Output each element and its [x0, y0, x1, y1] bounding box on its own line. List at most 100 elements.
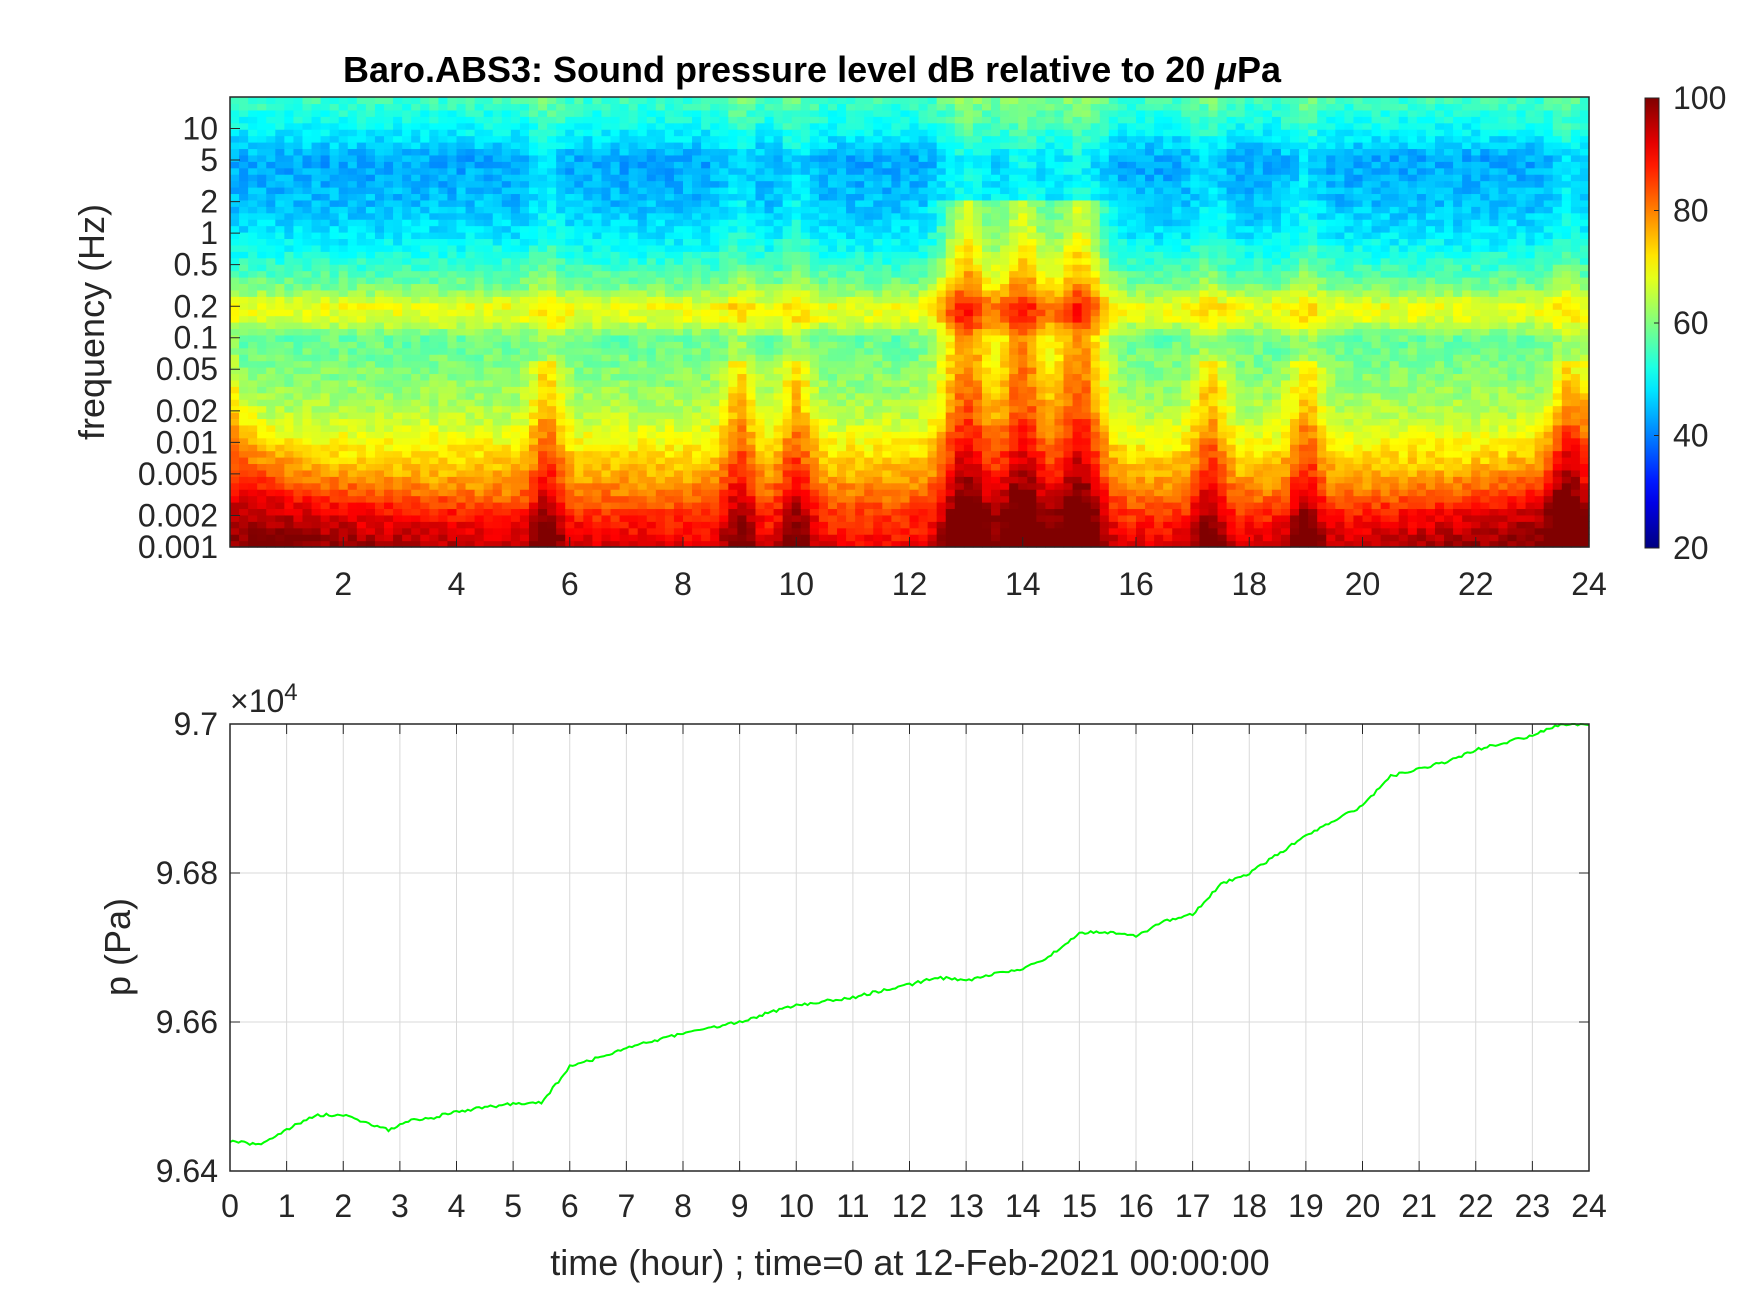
- heatmap-cell: [510, 463, 521, 471]
- heatmap-cell: [528, 508, 539, 516]
- heatmap-cell: [284, 508, 295, 516]
- heatmap-cell: [438, 187, 449, 195]
- heatmap-cell: [827, 283, 838, 291]
- heatmap-cell: [556, 521, 566, 529]
- heatmap-cell: [809, 322, 820, 330]
- heatmap-cell: [547, 122, 557, 130]
- heatmap-cell: [655, 334, 666, 342]
- heatmap-cell: [873, 405, 883, 413]
- heatmap-cell: [492, 386, 503, 394]
- heatmap-cell: [420, 412, 430, 420]
- heatmap-cell: [429, 244, 439, 252]
- heatmap-cell: [429, 174, 439, 182]
- heatmap-cell: [275, 109, 285, 117]
- heatmap-cell: [574, 148, 584, 156]
- heatmap-cell: [248, 187, 258, 195]
- heatmap-cell: [230, 232, 240, 240]
- heatmap-cell: [248, 476, 258, 484]
- heatmap-cell: [692, 495, 702, 503]
- heatmap-cell: [556, 328, 566, 336]
- heatmap-cell: [230, 379, 240, 387]
- heatmap-cell: [528, 392, 539, 400]
- heatmap-cell: [248, 392, 258, 400]
- heatmap-cell: [710, 122, 720, 130]
- heatmap-cell: [583, 502, 593, 510]
- heatmap-cell: [429, 354, 439, 362]
- heatmap-cell: [583, 457, 593, 465]
- heatmap-cell: [701, 424, 711, 432]
- heatmap-cell: [483, 399, 494, 407]
- heatmap-cell: [311, 373, 322, 381]
- heatmap-cell: [275, 405, 285, 413]
- heatmap-cell: [293, 521, 304, 529]
- heatmap-cell: [664, 354, 675, 362]
- heatmap-cell: [329, 289, 340, 297]
- heatmap-cell: [483, 103, 494, 111]
- heatmap-cell: [719, 289, 729, 297]
- heatmap-cell: [438, 334, 449, 342]
- heatmap-cell: [737, 489, 748, 497]
- heatmap-cell: [692, 347, 702, 355]
- heatmap-cell: [411, 328, 421, 336]
- heatmap-cell: [782, 109, 793, 117]
- heatmap-cell: [501, 347, 512, 355]
- heatmap-cell: [710, 116, 720, 124]
- heatmap-cell: [646, 495, 657, 503]
- heatmap-cell: [619, 405, 630, 413]
- heatmap-cell: [465, 212, 476, 220]
- heatmap-cell: [773, 142, 784, 150]
- heatmap-cell: [773, 450, 784, 458]
- heatmap-cell: [755, 431, 766, 439]
- heatmap-cell: [592, 527, 603, 535]
- heatmap-cell: [773, 328, 784, 336]
- heatmap-cell: [329, 521, 340, 529]
- heatmap-cell: [429, 109, 439, 117]
- heatmap-cell: [393, 508, 403, 516]
- heatmap-cell: [239, 521, 249, 529]
- heatmap-cell: [411, 334, 421, 342]
- heatmap-cell: [574, 444, 584, 452]
- heatmap-cell: [619, 315, 630, 323]
- heatmap-cell: [855, 257, 865, 265]
- heatmap-cell: [655, 206, 666, 214]
- heatmap-cell: [655, 270, 666, 278]
- heatmap-cell: [637, 495, 648, 503]
- heatmap-cell: [266, 489, 276, 497]
- heatmap-cell: [293, 174, 304, 182]
- heatmap-cell: [565, 424, 575, 432]
- heatmap-cell: [266, 161, 276, 169]
- heatmap-cell: [320, 277, 331, 285]
- heatmap-cell: [800, 154, 811, 162]
- heatmap-cell: [329, 109, 340, 117]
- heatmap-cell: [365, 296, 376, 304]
- heatmap-cell: [565, 502, 575, 510]
- heatmap-cell: [257, 296, 267, 304]
- heatmap-cell: [456, 187, 467, 195]
- heatmap-cell: [800, 399, 811, 407]
- heatmap-cell: [356, 302, 367, 310]
- heatmap-cell: [565, 527, 575, 535]
- heatmap-cell: [438, 463, 449, 471]
- heatmap-cell: [248, 354, 258, 362]
- heatmap-cell: [501, 444, 512, 452]
- heatmap-cell: [474, 463, 485, 471]
- heatmap-cell: [528, 289, 539, 297]
- heatmap-cell: [673, 309, 684, 317]
- heatmap-cell: [420, 424, 430, 432]
- heatmap-cell: [755, 264, 766, 272]
- heatmap-cell: [429, 463, 439, 471]
- heatmap-cell: [728, 199, 738, 207]
- heatmap-cell: [447, 463, 458, 471]
- heatmap-cell: [284, 257, 295, 265]
- heatmap-cell: [583, 116, 593, 124]
- heatmap-cell: [492, 289, 503, 297]
- heatmap-cell: [519, 476, 530, 484]
- heatmap-cell: [764, 386, 775, 394]
- heatmap-cell: [284, 180, 295, 188]
- heatmap-cell: [266, 386, 276, 394]
- heatmap-cell: [374, 399, 385, 407]
- heatmap-cell: [755, 482, 766, 490]
- heatmap-cell: [528, 367, 539, 375]
- heatmap-cell: [438, 161, 449, 169]
- heatmap-cell: [429, 180, 439, 188]
